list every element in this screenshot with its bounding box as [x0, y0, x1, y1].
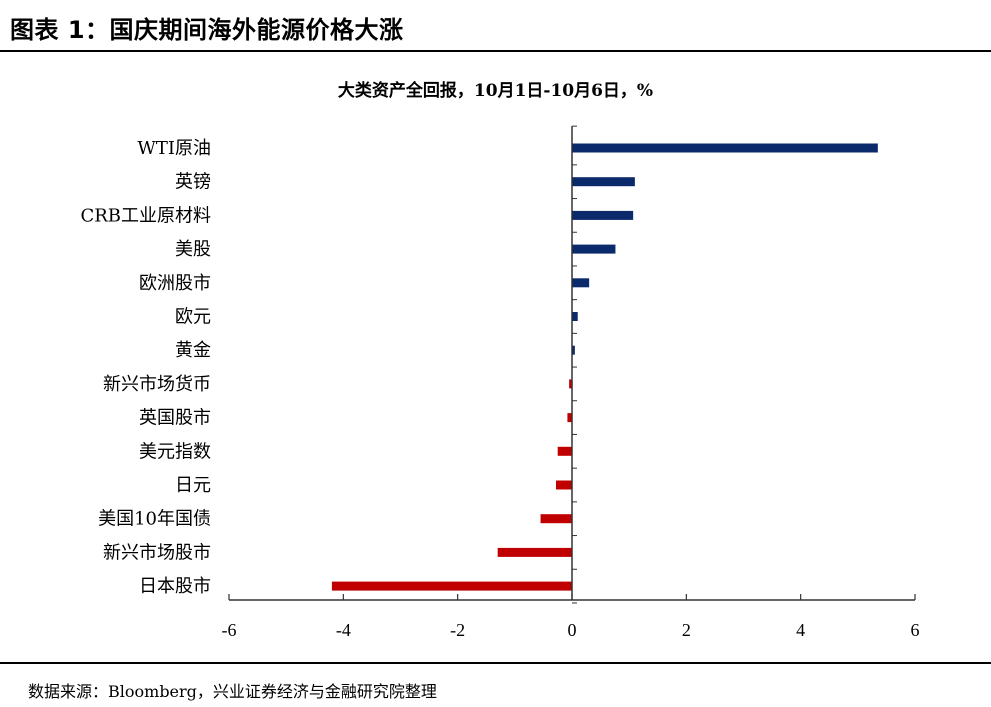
bar	[572, 210, 634, 220]
chart-title: 大类资产全回报，10月1日-10月6日，%	[337, 81, 654, 101]
bar	[555, 480, 572, 490]
bar	[572, 312, 578, 321]
figure-title: 图表 1：国庆期间海外能源价格大涨	[10, 16, 404, 44]
bar	[572, 177, 635, 187]
top-rule	[0, 50, 991, 52]
x-tick-label: 4	[796, 620, 805, 640]
x-tick-label: -6	[222, 620, 237, 640]
category-label: 欧元	[175, 307, 211, 328]
bar	[331, 581, 572, 591]
bar	[572, 278, 590, 288]
category-label: 黄金	[175, 340, 211, 361]
category-label: 新兴市场股市	[103, 542, 211, 563]
category-label: 英国股市	[139, 408, 211, 429]
bar	[557, 446, 572, 456]
category-label: 美元指数	[139, 441, 211, 462]
bar	[572, 143, 878, 153]
category-label: WTI原油	[137, 138, 211, 159]
category-label: 英镑	[175, 172, 211, 193]
x-tick-label: -2	[450, 620, 465, 640]
bar	[572, 345, 575, 355]
bar	[572, 244, 616, 254]
bar	[569, 379, 572, 389]
category-label: 日本股市	[139, 576, 211, 597]
x-tick-label: 0	[568, 620, 577, 640]
category-label: 新兴市场货币	[103, 374, 211, 395]
category-label: 美股	[175, 239, 211, 260]
source-note: 数据来源：Bloomberg，兴业证券经济与金融研究院整理	[28, 682, 437, 701]
bar	[567, 413, 572, 423]
x-tick-label: 2	[682, 620, 691, 640]
category-label: 美国10年国债	[98, 509, 211, 530]
x-tick-label: 6	[911, 620, 920, 640]
category-label: 日元	[175, 475, 211, 496]
bar	[540, 514, 572, 524]
category-label: CRB工业原材料	[80, 205, 211, 226]
x-tick-label: -4	[336, 620, 351, 640]
bar	[497, 547, 572, 557]
bottom-rule	[0, 662, 991, 664]
category-label: 欧洲股市	[139, 273, 211, 294]
